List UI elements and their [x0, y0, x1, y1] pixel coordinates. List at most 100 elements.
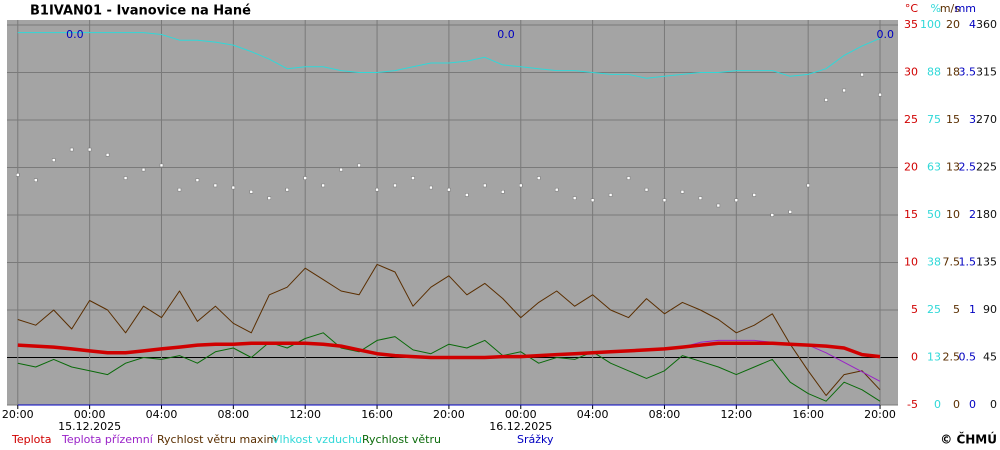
- y-tick-label: 1: [969, 303, 976, 316]
- y-tick-label: 20: [946, 18, 960, 31]
- y-tick-label: 2: [969, 208, 976, 221]
- legend-item: Rychlost větru maxim: [157, 433, 277, 446]
- y-tick-label: 1.5: [959, 256, 977, 269]
- y-tick-label: 7.5: [943, 256, 961, 269]
- y-tick-label: 0: [911, 351, 918, 364]
- y-tick-label: 25: [904, 113, 918, 126]
- y-tick-label: 13: [946, 161, 960, 174]
- y-tick-label: 90: [983, 303, 997, 316]
- y-tick-label: 15: [946, 113, 960, 126]
- x-tick-label: 00:00: [74, 408, 106, 421]
- direction-dot: [159, 163, 164, 168]
- y-tick-label: 4: [969, 18, 976, 31]
- x-tick-label: 04:00: [146, 408, 178, 421]
- direction-dot: [69, 147, 74, 152]
- direction-dot: [267, 196, 272, 200]
- y-tick-label: -5: [907, 398, 918, 411]
- date-label: 16.12.2025: [489, 420, 552, 433]
- direction-dot: [339, 167, 343, 172]
- y-tick-label: 45: [983, 351, 997, 364]
- precip-sum-label: 0.0: [66, 28, 84, 41]
- direction-dot: [752, 193, 757, 197]
- legend-item: Teplota: [11, 433, 51, 446]
- y-tick-label: 360: [976, 18, 997, 31]
- x-tick-label: 16:00: [361, 408, 393, 421]
- x-tick-label: 00:00: [505, 408, 537, 421]
- y-tick-label: 2.5: [959, 161, 977, 174]
- x-tick-label: 12:00: [289, 408, 321, 421]
- y-tick-label: 2.5: [943, 351, 961, 364]
- copyright: © ČHMÚ: [940, 432, 997, 447]
- y-tick-label: 3.5: [959, 66, 977, 79]
- y-tick-label: 0: [953, 398, 960, 411]
- direction-dot: [806, 183, 810, 188]
- legend-item: Rychlost větru: [362, 433, 441, 446]
- direction-dot: [123, 176, 128, 180]
- date-label: 15.12.2025: [58, 420, 121, 433]
- direction-dot: [213, 183, 218, 188]
- y-tick-label: 88: [927, 66, 941, 79]
- y-tick-label: 15: [904, 208, 918, 221]
- direction-dot: [626, 176, 631, 180]
- direction-dot: [177, 187, 182, 192]
- direction-dot: [644, 187, 649, 192]
- series-line: [17, 263, 881, 396]
- direction-dot: [788, 210, 792, 214]
- series-line: [17, 32, 881, 79]
- direction-dot: [375, 187, 379, 192]
- series-line: [17, 332, 881, 402]
- y-tick-label: 100: [920, 18, 941, 31]
- plot-area: [7, 20, 898, 405]
- direction-dot: [483, 183, 487, 188]
- direction-dot: [501, 190, 505, 194]
- direction-dot: [285, 187, 289, 192]
- precip-sum-label: 0.0: [877, 28, 895, 41]
- direction-dot: [249, 190, 254, 194]
- direction-dot: [536, 176, 541, 180]
- y-tick-label: 10: [904, 256, 918, 269]
- direction-dot: [860, 72, 864, 77]
- axis-unit: m/s: [940, 2, 960, 15]
- direction-dot: [465, 193, 469, 197]
- y-tick-label: 50: [927, 208, 941, 221]
- chart-title: B1IVAN01 - Ivanovice na Hané: [30, 4, 251, 19]
- y-tick-label: 63: [927, 161, 941, 174]
- direction-dot: [231, 185, 236, 190]
- legend-item: Směr větru: [447, 433, 509, 446]
- direction-dot: [16, 173, 20, 177]
- direction-dot: [33, 178, 38, 182]
- y-tick-label: 20: [904, 161, 918, 174]
- x-tick-label: 20:00: [2, 408, 34, 421]
- x-tick-label: 08:00: [649, 408, 681, 421]
- y-tick-label: 38: [927, 256, 941, 269]
- direction-dot: [141, 167, 146, 172]
- direction-dot: [572, 196, 577, 200]
- direction-dot: [519, 183, 523, 188]
- x-tick-label: 20:00: [864, 408, 896, 421]
- y-tick-label: 75: [927, 113, 941, 126]
- direction-dot: [662, 198, 667, 202]
- y-tick-label: 5: [911, 303, 918, 316]
- direction-dot: [698, 196, 703, 200]
- x-tick-label: 16:00: [792, 408, 824, 421]
- x-tick-label: 04:00: [577, 408, 609, 421]
- y-tick-label: 270: [976, 113, 997, 126]
- direction-dot: [842, 88, 846, 93]
- x-tick-label: 20:00: [433, 408, 465, 421]
- direction-dot: [357, 163, 361, 168]
- direction-dot: [87, 147, 92, 152]
- axis-unit: mm: [955, 2, 976, 15]
- y-tick-label: 30: [904, 66, 918, 79]
- x-tick-label: 08:00: [217, 408, 249, 421]
- y-tick-label: 0: [990, 398, 997, 411]
- direction-dot: [734, 198, 739, 202]
- direction-dot: [590, 198, 595, 202]
- direction-dot: [321, 183, 325, 188]
- direction-dot: [105, 153, 110, 157]
- axis-unit: %: [931, 2, 941, 15]
- direction-dot: [51, 158, 56, 162]
- precip-sum-label: 0.0: [497, 28, 515, 41]
- y-tick-label: 18: [946, 66, 960, 79]
- x-tick-label: 12:00: [720, 408, 752, 421]
